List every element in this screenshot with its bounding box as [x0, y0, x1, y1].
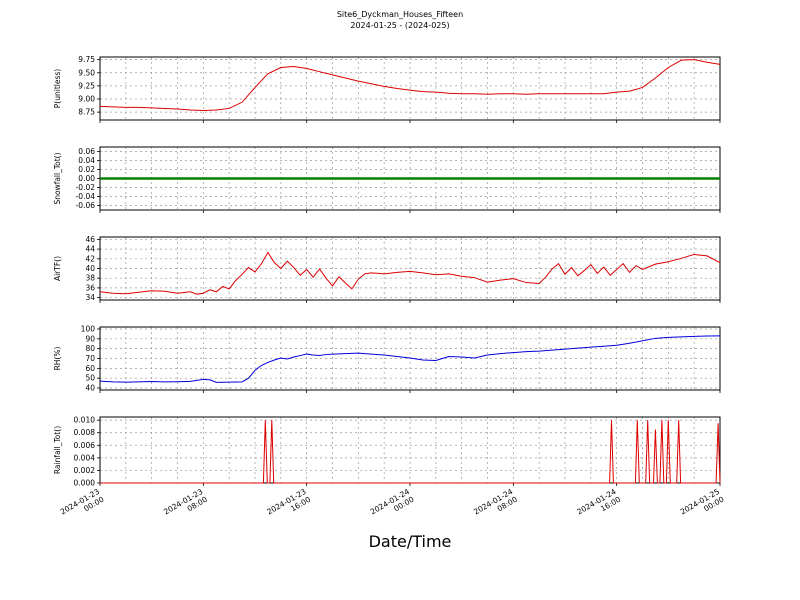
y-axis-label-rainfall: Rainfall_Tot(): [53, 426, 62, 474]
subplot-frame: [99, 236, 721, 301]
subplot-frame: [99, 326, 721, 391]
y-tick-label: 0.002: [74, 466, 96, 475]
y-tick-label: -0.06: [76, 201, 96, 210]
y-axis-label-airtf: AirTF(): [53, 256, 62, 281]
y-axis-label-snowfall: Snowfall_Tot(): [53, 152, 62, 204]
y-axis-label-p: P(unitless): [53, 69, 62, 108]
y-tick-label: -0.04: [76, 192, 96, 201]
y-tick-label: 0.006: [74, 441, 96, 450]
chart-title-line1: Site6_Dyckman_Houses_Fifteen: [336, 10, 464, 19]
y-tick-label: 8.75: [78, 108, 95, 117]
y-tick-label: 90: [85, 334, 95, 343]
y-tick-label: 0.00: [78, 174, 95, 183]
y-tick-label: 80: [85, 344, 95, 353]
subplot-snowfall: 0.060.040.020.00-0.02-0.04-0.06 Snowfall_…: [53, 146, 721, 213]
y-tick-label: 40: [85, 384, 95, 393]
y-tick-label: 0.004: [74, 453, 96, 462]
subplot-p: 9.75 9.50 9.25 9.00 8.75 P(unitless): [53, 55, 721, 123]
series-line-rainfall: [100, 420, 721, 484]
chart-title-line2: 2024-01-25 - (2024-025): [350, 21, 450, 30]
y-tick-label: 34: [85, 293, 95, 302]
y-tick-label: 44: [85, 245, 95, 254]
y-tick-label: 60: [85, 364, 95, 373]
y-axis-label-rh: RH(%): [53, 347, 62, 371]
y-tick-label: 9.25: [78, 81, 95, 90]
y-tick-label: 0.008: [74, 428, 96, 437]
y-tick-label: 0.010: [74, 416, 96, 425]
y-tick-label: 9.75: [78, 55, 95, 64]
series-line-rh: [99, 335, 721, 383]
y-tick-label: -0.02: [76, 183, 96, 192]
y-tick-label: 0.04: [78, 156, 95, 165]
y-tick-label: 9.00: [78, 95, 95, 104]
subplot-frame: [99, 56, 721, 121]
y-tick-label: 50: [85, 374, 95, 383]
series-line-p: [99, 59, 721, 112]
series-line-airtf: [99, 251, 721, 295]
y-tick-label: 46: [85, 235, 95, 244]
chart-title: Site6_Dyckman_Houses_Fifteen 2024-01-25 …: [0, 9, 800, 31]
subplot-rainfall: 0.010 0.008 0.006 0.004 0.002 0.000 Rainfall_T…: [53, 416, 721, 488]
y-tick-label: 0.06: [78, 147, 95, 156]
y-tick-label: 70: [85, 354, 95, 363]
y-tick-label: 42: [85, 254, 95, 263]
y-tick-label: 38: [85, 274, 95, 283]
y-tick-label: 36: [85, 283, 95, 292]
y-tick-label: 100: [81, 324, 96, 333]
y-tick-label: 40: [85, 264, 95, 273]
y-tick-label: 0.02: [78, 165, 95, 174]
y-tick-label: 0.000: [74, 479, 96, 488]
y-tick-label: 9.50: [78, 68, 95, 77]
x-axis-title: Date/Time: [368, 532, 452, 551]
